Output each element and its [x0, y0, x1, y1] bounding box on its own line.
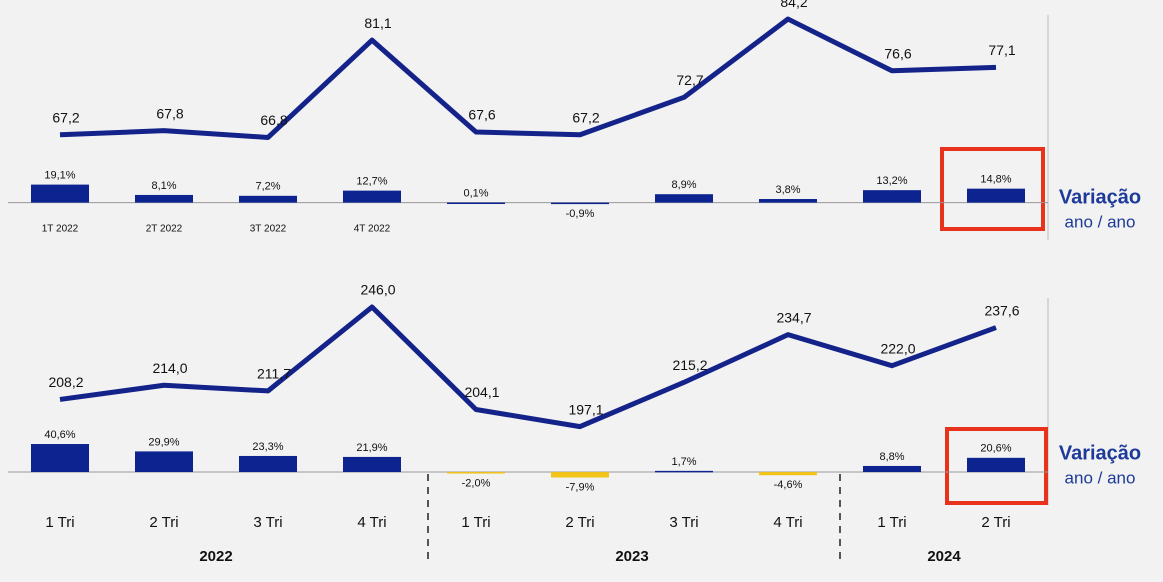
line	[59, 304, 997, 430]
x-tick-label: 1 Tri	[877, 514, 906, 531]
bar	[343, 190, 401, 203]
line-value-label: 67,8	[156, 105, 183, 121]
bar	[863, 190, 921, 203]
line-value-label: 208,2	[48, 374, 83, 390]
bar	[239, 455, 297, 473]
line-value-label: 67,2	[572, 109, 599, 125]
line-value-label: 222,0	[880, 340, 915, 356]
bar	[343, 456, 401, 473]
bar-value-label: 14,8%	[980, 174, 1011, 186]
bar-value-label: 3,8%	[775, 184, 800, 196]
bar	[759, 199, 817, 203]
bar	[447, 202, 505, 205]
line-value-label: 246,0	[360, 282, 395, 298]
line-value-label: 77,1	[988, 42, 1015, 58]
bar	[31, 444, 89, 473]
bar	[551, 202, 609, 205]
bar	[447, 472, 505, 474]
line-value-label: 214,0	[152, 360, 187, 376]
bar-value-label: 40,6%	[44, 429, 75, 441]
annotation-title: Variação	[1059, 186, 1141, 208]
line-value-label: 67,2	[52, 109, 79, 125]
annotation-subtitle: ano / ano	[1065, 212, 1136, 231]
group-label: 2024	[927, 548, 961, 565]
annotation-title: Variação	[1059, 442, 1141, 464]
bar-value-label: 20,6%	[980, 443, 1011, 455]
bar-value-label: -2,0%	[462, 477, 491, 489]
bar-value-label: 8,9%	[671, 179, 696, 191]
bar-value-label: 8,1%	[151, 180, 176, 192]
line-value-label: 234,7	[776, 309, 811, 325]
x-tick-label: 2 Tri	[149, 514, 178, 531]
line-value-label: 72,7	[676, 72, 703, 88]
line-value-label: 197,1	[568, 401, 603, 417]
group-label: 2022	[199, 548, 232, 565]
bar	[967, 188, 1025, 203]
x-tick-label: 1 Tri	[461, 514, 490, 531]
bar-value-label: 1,7%	[671, 456, 696, 468]
bar	[655, 194, 713, 203]
x-tick-label: 4T 2022	[354, 224, 391, 235]
bar	[551, 472, 609, 478]
bar-value-label: 8,8%	[879, 451, 904, 463]
line	[59, 16, 997, 140]
x-tick-label: 2T 2022	[146, 224, 183, 235]
bar-value-label: 21,9%	[356, 442, 387, 454]
bar	[239, 195, 297, 203]
bar-value-label: 13,2%	[876, 175, 907, 187]
bar	[863, 465, 921, 473]
highlight-box	[940, 147, 1045, 231]
x-tick-label: 1T 2022	[42, 224, 79, 235]
line-value-label: 66,8	[260, 112, 287, 128]
line-value-label: 215,2	[672, 357, 707, 373]
x-tick-label: 3T 2022	[250, 224, 287, 235]
bar-value-label: 12,7%	[356, 176, 387, 188]
bar	[967, 457, 1025, 473]
x-tick-label: 4 Tri	[773, 514, 802, 531]
bar	[135, 451, 193, 473]
bar-value-label: 0,1%	[463, 187, 488, 199]
bar-value-label: -4,6%	[774, 479, 803, 491]
bar-value-label: 29,9%	[148, 436, 179, 448]
x-tick-label: 2 Tri	[565, 514, 594, 531]
bar-value-label: 7,2%	[255, 181, 280, 193]
x-tick-label: 4 Tri	[357, 514, 386, 531]
x-tick-label: 1 Tri	[45, 514, 74, 531]
bar	[759, 472, 817, 476]
line-value-label: 237,6	[984, 302, 1019, 318]
line-value-label: 67,6	[468, 107, 495, 123]
bar-value-label: -0,9%	[566, 208, 595, 220]
bar	[31, 184, 89, 203]
group-label: 2023	[615, 548, 648, 565]
line-value-label: 76,6	[884, 45, 911, 61]
annotation-subtitle: ano / ano	[1065, 468, 1136, 487]
bar-value-label: 19,1%	[44, 170, 75, 182]
line-value-label: 84,2	[780, 0, 807, 10]
bar-value-label: -7,9%	[566, 481, 595, 493]
x-tick-label: 3 Tri	[253, 514, 282, 531]
line-value-label: 81,1	[364, 15, 391, 31]
bar-value-label: 23,3%	[252, 441, 283, 453]
bar	[655, 470, 713, 473]
line-value-label: 211,7	[257, 366, 291, 382]
bar	[135, 194, 193, 203]
x-tick-label: 3 Tri	[669, 514, 698, 531]
x-tick-label: 2 Tri	[981, 514, 1010, 531]
highlight-box	[945, 427, 1048, 505]
line-value-label: 204,1	[464, 384, 499, 400]
